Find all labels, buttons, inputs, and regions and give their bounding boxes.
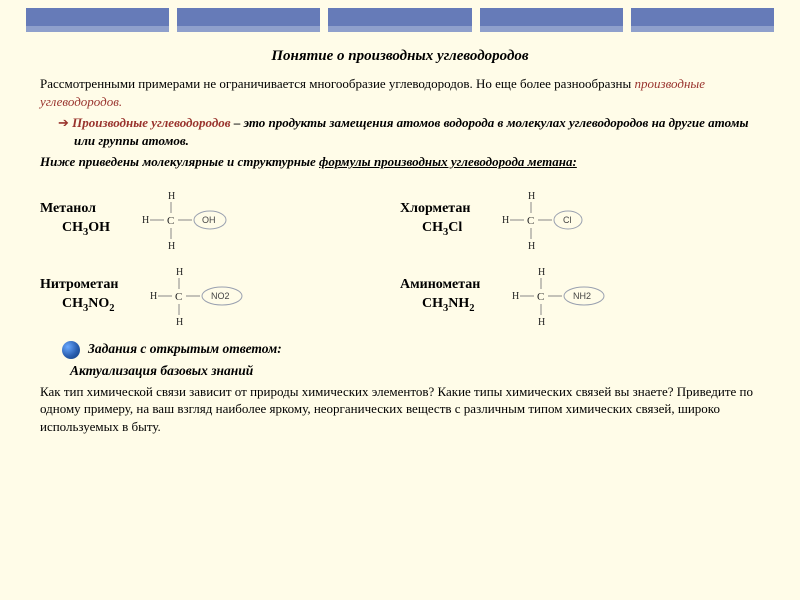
- svg-text:C: C: [537, 291, 544, 303]
- svg-text:H: H: [176, 267, 183, 278]
- def-term: Производные углеводородов: [72, 115, 230, 130]
- compound-methanol: Метанол CH3OH H H C OH H: [40, 189, 400, 251]
- nitromethane-name: Нитрометан: [40, 277, 118, 292]
- nitromethane-formula: CH3NO2: [40, 295, 118, 315]
- chloromethane-structure: H H C Cl H: [486, 189, 606, 251]
- svg-text:H: H: [512, 291, 519, 302]
- lead-text: Ниже приведены молекулярные и структурны…: [40, 154, 319, 169]
- intro-text: Рассмотренными примерами не ограничивает…: [40, 76, 635, 91]
- aminomethane-formula: CH3NH2: [400, 295, 480, 315]
- aminomethane-structure: H H C NH2 H: [496, 265, 624, 327]
- task-question: Как тип химической связи зависит от прир…: [40, 383, 760, 436]
- svg-text:H: H: [168, 241, 175, 251]
- compound-row-1: Метанол CH3OH H H C OH H: [40, 189, 760, 251]
- chloromethane-group: Cl: [563, 215, 572, 225]
- methanol-name: Метанол: [40, 201, 96, 216]
- svg-text:C: C: [167, 215, 174, 227]
- nav-tab-4[interactable]: [480, 8, 623, 32]
- svg-text:C: C: [527, 215, 534, 227]
- svg-text:H: H: [538, 317, 545, 327]
- nav-tab-3[interactable]: [328, 8, 471, 32]
- nitromethane-group: NO2: [211, 291, 230, 301]
- compound-nitromethane: Нитрометан CH3NO2 H H C NO2 H: [40, 265, 400, 327]
- svg-text:H: H: [528, 241, 535, 251]
- paragraph-intro: Рассмотренными примерами не ограничивает…: [40, 75, 760, 110]
- slide-title: Понятие о производных углеводородов: [40, 48, 760, 65]
- svg-text:C: C: [175, 291, 182, 303]
- nitromethane-structure: H H C NO2 H: [134, 265, 262, 327]
- methanol-formula: CH3OH: [40, 219, 110, 239]
- paragraph-definition: ➔ Производные углеводородов – это продук…: [40, 114, 760, 149]
- paragraph-lead: Ниже приведены молекулярные и структурны…: [40, 153, 760, 171]
- task-heading-row: Задания с открытым ответом:: [40, 341, 760, 359]
- svg-text:H: H: [150, 291, 157, 302]
- task-heading: Задания с открытым ответом:: [88, 341, 282, 356]
- task-subheading: Актуализация базовых знаний: [40, 363, 760, 379]
- nav-tab-1[interactable]: [26, 8, 169, 32]
- slide-content: Понятие о производных углеводородов Расс…: [40, 48, 760, 435]
- top-tab-bar: [0, 8, 800, 32]
- task-section: Задания с открытым ответом: Актуализация…: [40, 341, 760, 436]
- aminomethane-group: NH2: [573, 291, 591, 301]
- svg-text:H: H: [142, 215, 149, 226]
- aminomethane-name: Аминометан: [400, 277, 480, 292]
- methanol-structure: H H C OH H: [126, 189, 246, 251]
- compound-chloromethane: Хлорметан CH3Cl H H C Cl H: [400, 189, 760, 251]
- aminomethane-label: Аминометан CH3NH2: [400, 276, 480, 315]
- svg-text:H: H: [176, 317, 183, 327]
- chloromethane-label: Хлорметан CH3Cl: [400, 200, 470, 239]
- chloromethane-formula: CH3Cl: [400, 219, 470, 239]
- chloromethane-name: Хлорметан: [400, 201, 470, 216]
- svg-text:H: H: [538, 267, 545, 278]
- lead-underline: формулы производных углеводорода метана:: [319, 154, 577, 169]
- arrow-bullet-icon: ➔: [58, 115, 72, 130]
- svg-text:H: H: [168, 191, 175, 202]
- ball-bullet-icon: [62, 341, 80, 359]
- svg-text:H: H: [502, 215, 509, 226]
- nitromethane-label: Нитрометан CH3NO2: [40, 276, 118, 315]
- compounds-grid: Метанол CH3OH H H C OH H: [40, 189, 760, 327]
- svg-text:H: H: [528, 191, 535, 202]
- nav-tab-5[interactable]: [631, 8, 774, 32]
- nav-tab-2[interactable]: [177, 8, 320, 32]
- methanol-group: OH: [202, 215, 216, 225]
- compound-row-2: Нитрометан CH3NO2 H H C NO2 H: [40, 265, 760, 327]
- methanol-label: Метанол CH3OH: [40, 200, 110, 239]
- compound-aminomethane: Аминометан CH3NH2 H H C NH2 H: [400, 265, 760, 327]
